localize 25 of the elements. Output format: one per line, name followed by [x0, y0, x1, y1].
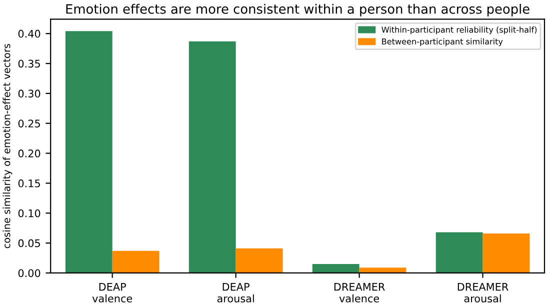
x-tick-label: DEAP arousal: [217, 283, 254, 302]
legend-label: Within-participant reliability (split-half): [382, 26, 537, 34]
y-tick-label: 0.15: [18, 179, 40, 188]
bar: [312, 264, 360, 273]
bar: [112, 250, 160, 273]
x-tick-label: DREAMER valence: [334, 283, 385, 302]
bar: [65, 31, 112, 273]
y-tick-label: 0.20: [18, 150, 40, 158]
x-tick-label: DREAMER arousal: [458, 283, 508, 302]
bar: [236, 248, 283, 273]
y-tick-label: 0.00: [18, 269, 40, 278]
bar: [482, 233, 530, 273]
bar: [436, 232, 483, 273]
legend-label: Between-participant similarity: [382, 38, 503, 46]
bar: [359, 268, 406, 273]
y-tick-label: 0.05: [18, 239, 40, 248]
y-tick-label: 0.35: [18, 60, 40, 68]
y-axis-title: cosine similarity of emotion-effect vectors: [2, 44, 12, 248]
y-tick-label: 0.40: [18, 30, 40, 38]
y-tick-label: 0.25: [18, 120, 40, 128]
chart-title: Emotion effects are more consistent within a person than across people: [66, 4, 530, 16]
x-tick-label: DEAP valence: [92, 283, 132, 302]
bar: [188, 41, 236, 273]
y-tick-label: 0.10: [18, 209, 40, 218]
y-tick-label: 0.30: [18, 90, 40, 98]
